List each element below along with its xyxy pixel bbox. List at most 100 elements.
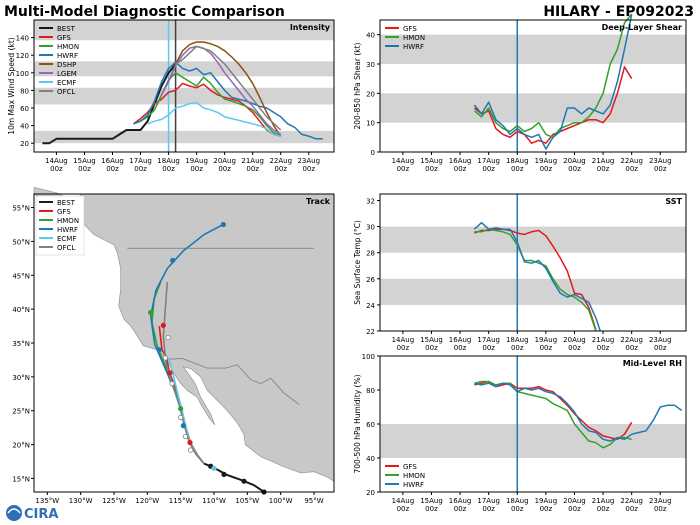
y-axis-label: 200-850 hPa Shear (kt)	[353, 42, 362, 129]
legend-label-hmon: HMON	[403, 472, 425, 480]
legend-label-gfs: GFS	[403, 463, 417, 471]
y-tick-label: 22	[366, 328, 375, 336]
track-marker-ofcl	[178, 414, 184, 421]
x-tick-label: 16Aug	[449, 336, 472, 344]
legend-label-ofcl: OFCL	[57, 88, 75, 96]
lat-tick-label: 20°N	[12, 442, 30, 450]
legend-label-gfs: GFS	[57, 34, 71, 42]
band-0	[380, 93, 686, 123]
x-tick-label: 14Aug	[45, 157, 68, 165]
series-hwrf	[133, 61, 323, 140]
series-gfs	[474, 228, 597, 330]
x-tick-label-hour: 00z	[482, 344, 495, 352]
y-tick-label: 140	[16, 35, 29, 43]
x-tick-label: 14Aug	[392, 157, 415, 165]
panel-title: Mid-Level RH	[623, 359, 682, 368]
lat-tick-label: 50°N	[12, 238, 30, 246]
track-marker-ecmf	[211, 465, 217, 471]
track-marker-ofcl	[165, 334, 171, 341]
x-tick-label-hour: 00z	[425, 505, 438, 513]
track-marker-gfs	[160, 322, 166, 328]
track-marker-gfs	[167, 370, 173, 376]
x-tick-label-hour: 00z	[190, 165, 203, 173]
y-tick-label: 30	[366, 61, 375, 69]
x-tick-label: 15Aug	[420, 336, 443, 344]
x-tick-label-hour: 00z	[540, 505, 553, 513]
x-tick-label: 21Aug	[592, 497, 615, 505]
plot-frame	[379, 193, 687, 332]
lat-tick-label: 30°N	[12, 374, 30, 382]
series-hmon	[133, 72, 282, 137]
x-tick-label: 23Aug	[297, 157, 320, 165]
x-tick-label: 15Aug	[420, 497, 443, 505]
x-tick-label: 20Aug	[563, 157, 586, 165]
x-tick-label: 22Aug	[620, 497, 643, 505]
track-marker-ofcl	[182, 433, 188, 440]
band-1	[380, 226, 686, 253]
legend-label-best: BEST	[57, 25, 76, 33]
x-tick-label: 14Aug	[392, 497, 415, 505]
plot-frame	[379, 19, 687, 153]
lon-tick-label: 135°W	[35, 497, 59, 505]
lat-tick-label: 40°N	[12, 306, 30, 314]
lon-tick-label: 120°W	[135, 497, 159, 505]
band-0	[34, 130, 334, 144]
lon-tick-label: 125°W	[102, 497, 126, 505]
x-tick-label-hour: 00z	[162, 165, 175, 173]
legend-label-lgem: LGEM	[57, 70, 77, 78]
cira-logo: CIRA	[6, 505, 58, 522]
y-tick-label: 28	[366, 250, 375, 258]
y-tick-label: 30	[366, 224, 375, 232]
y-axis-label: 10m Max Wind Speed (kt)	[7, 37, 16, 134]
x-tick-label: 20Aug	[213, 157, 236, 165]
lon-tick-label: 115°W	[169, 497, 193, 505]
cira-logo-text: CIRA	[24, 507, 58, 522]
rh-panel: 2040608010014Aug00z15Aug00z16Aug00z17Aug…	[353, 353, 687, 513]
track-marker-best	[241, 478, 247, 484]
x-tick-label: 15Aug	[73, 157, 96, 165]
legend-label-ecmf: ECMF	[57, 235, 76, 243]
track-marker-ofcl	[162, 355, 168, 361]
x-tick-label: 14Aug	[392, 336, 415, 344]
x-tick-label-hour: 00z	[511, 505, 524, 513]
lat-tick-label: 55°N	[12, 205, 30, 213]
y-axis-label: 700-500 hPa Humidity (%)	[353, 374, 362, 473]
track-marker-ofcl	[169, 381, 175, 387]
y-tick-label: 100	[362, 353, 375, 361]
band-0	[380, 278, 686, 305]
series-ofcl	[175, 45, 282, 131]
track-marker-ofcl	[188, 447, 194, 453]
x-tick-label-hour: 00z	[425, 344, 438, 352]
y-tick-label: 20	[366, 489, 375, 497]
band-0	[380, 424, 686, 458]
y-tick-label: 60	[20, 105, 29, 113]
x-tick-label-hour: 00z	[597, 505, 610, 513]
x-tick-label-hour: 00z	[654, 165, 667, 173]
series-gfs	[473, 66, 633, 144]
track-marker-hwrf	[156, 347, 162, 353]
x-tick-label-hour: 00z	[482, 505, 495, 513]
x-tick-label: 23Aug	[649, 497, 672, 505]
y-tick-label: 26	[366, 276, 375, 284]
series-hwrf	[473, 221, 601, 332]
y-tick-label: 100	[16, 70, 29, 78]
x-tick-label: 17Aug	[477, 497, 500, 505]
x-tick-label: 18Aug	[157, 157, 180, 165]
shear-panel: 01020304014Aug00z15Aug00z16Aug00z17Aug00…	[353, 13, 687, 173]
x-tick-label: 22Aug	[269, 157, 292, 165]
x-tick-label-hour: 00z	[511, 165, 524, 173]
lon-tick-label: 105°W	[235, 497, 259, 505]
lat-tick-label: 45°N	[12, 272, 30, 280]
y-tick-label: 32	[366, 198, 375, 206]
x-tick-label: 23Aug	[649, 336, 672, 344]
x-tick-label: 15Aug	[420, 157, 443, 165]
track-marker-gfs	[187, 439, 193, 446]
x-tick-label-hour: 00z	[454, 165, 467, 173]
x-tick-label: 16Aug	[449, 497, 472, 505]
x-tick-label-hour: 00z	[302, 165, 315, 173]
x-tick-label-hour: 00z	[568, 505, 581, 513]
lat-tick-label: 15°N	[12, 475, 30, 483]
band-1	[380, 34, 686, 64]
x-tick-label-hour: 00z	[454, 505, 467, 513]
